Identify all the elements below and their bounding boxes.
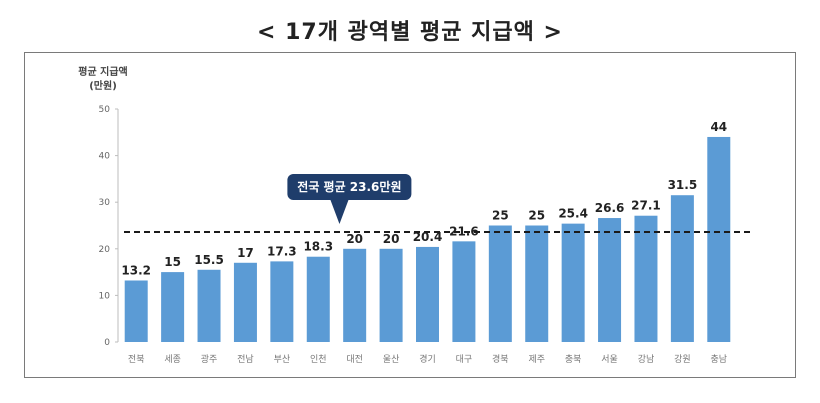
chart-title: < 17개 광역별 평균 지급액 >: [257, 20, 563, 45]
x-tick-label: 광주: [201, 353, 218, 365]
x-tick-label: 대구: [456, 354, 473, 365]
bar: [525, 225, 549, 342]
value-label: 27.1: [631, 199, 661, 213]
bar: [270, 261, 294, 342]
value-label: 18.3: [303, 240, 333, 254]
bar: [561, 223, 585, 342]
value-label: 17.3: [267, 244, 297, 258]
value-label: 15: [164, 255, 181, 269]
chart-frame: 평균 지급액 (만원) 0 10 20 30 40 50 13.2 15 15.5 17 17.3…: [24, 52, 796, 378]
bar: [197, 269, 221, 342]
value-label: 13.2: [121, 263, 151, 277]
y-axis-label-line-1: 평균 지급액: [78, 65, 127, 78]
x-tick-label: 충북: [565, 354, 582, 365]
y-axis-label-line-2: (만원): [89, 79, 117, 92]
value-label: 26.6: [595, 201, 625, 215]
y-tick-label: 50: [99, 105, 111, 115]
x-tick-label: 부산: [274, 354, 291, 365]
value-label: 25: [528, 209, 545, 223]
x-tick-label: 경기: [419, 353, 436, 365]
value-label: 15.5: [194, 253, 224, 267]
value-label: 31.5: [668, 178, 698, 192]
x-tick-label: 울산: [383, 354, 400, 365]
value-label: 20: [346, 232, 363, 246]
bar: [161, 272, 185, 342]
value-label: 21.6: [449, 224, 479, 238]
bar: [343, 248, 367, 342]
average-callout-tail: [330, 200, 349, 225]
average-callout-box: [287, 174, 412, 201]
y-tick-label: 10: [99, 291, 111, 301]
bar: [379, 248, 403, 342]
bar: [306, 256, 330, 342]
x-tick-label: 제주: [528, 354, 545, 365]
x-tick-label: 인천: [310, 354, 327, 365]
value-labels-group: 13.2 15 15.5 17 17.3 18.3 20 20 20.4 21.6 25 25 25.4…: [121, 120, 727, 278]
value-label: 25.4: [558, 207, 588, 221]
value-label: 17: [237, 246, 254, 260]
bar: [707, 136, 731, 342]
bar: [416, 246, 439, 342]
bars-group: [124, 136, 731, 342]
bar: [233, 262, 257, 342]
x-tick-label: 강남: [638, 354, 655, 365]
value-label: 44: [710, 120, 727, 134]
x-tick-label: 전북: [128, 354, 145, 365]
x-tick-label: 서울: [601, 354, 618, 365]
bar: [598, 218, 622, 342]
y-tick-label: 40: [99, 152, 111, 162]
value-label: 20.4: [413, 230, 443, 244]
bar: [634, 215, 658, 342]
x-tick-label: 경북: [492, 353, 509, 365]
bar: [670, 195, 694, 342]
bar: [488, 225, 512, 342]
x-tick-label: 전남: [237, 354, 254, 365]
bar: [452, 241, 476, 342]
x-tick-label: 충남: [711, 354, 728, 365]
y-tick-label: 20: [99, 245, 111, 255]
y-tick-label: 30: [99, 198, 111, 208]
x-axis-labels-group: 전북 세종 광주 전남 부산 인천 대전 울산 경기 대구 경북 제주 충북 서울 강남 강원 충남: [128, 353, 727, 365]
x-tick-label: 세종: [164, 354, 181, 365]
value-label: 20: [383, 232, 400, 246]
bar-chart: 평균 지급액 (만원) 0 10 20 30 40 50 13.2 15 15.5 17 17.3…: [78, 65, 751, 365]
value-label: 25: [492, 209, 509, 223]
average-callout: 전국 평균 23.6만원: [287, 174, 412, 225]
bar: [124, 280, 148, 342]
x-tick-label: 강원: [674, 354, 691, 365]
y-axis-ticks: 0 10 20 30 40 50: [99, 105, 118, 348]
x-tick-label: 대전: [346, 354, 363, 365]
average-callout-label: 전국 평균 23.6만원: [297, 179, 401, 194]
y-tick-label: 0: [104, 338, 110, 348]
